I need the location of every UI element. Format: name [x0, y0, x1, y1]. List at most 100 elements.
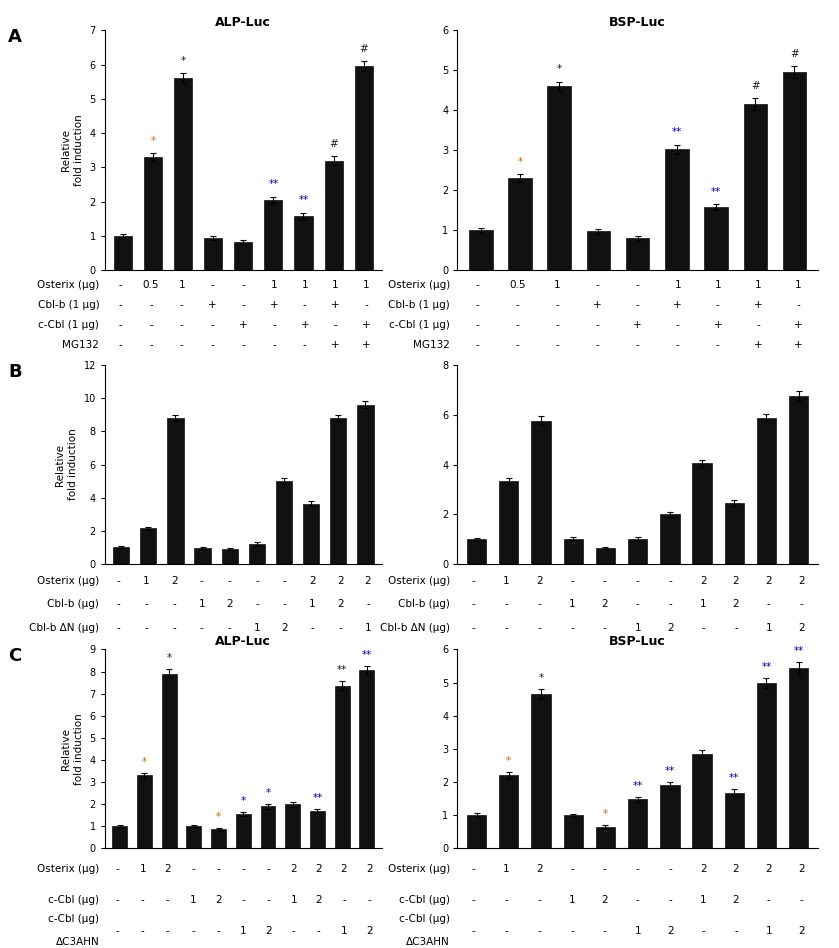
Text: -: -: [515, 340, 519, 351]
Text: **: **: [672, 127, 682, 137]
Text: 2: 2: [602, 895, 608, 904]
Text: 2: 2: [799, 864, 805, 874]
Text: 1: 1: [715, 280, 722, 290]
Text: -: -: [200, 623, 204, 633]
Text: -: -: [367, 895, 371, 904]
Text: 1: 1: [754, 280, 761, 290]
Text: -: -: [669, 599, 672, 610]
Bar: [564, 538, 583, 564]
Text: 2: 2: [732, 895, 739, 904]
Text: -: -: [515, 301, 519, 310]
Text: -: -: [242, 280, 245, 290]
Text: -: -: [476, 320, 479, 330]
Text: -: -: [366, 599, 370, 610]
Text: **: **: [337, 665, 347, 676]
Text: 1: 1: [634, 623, 641, 633]
Bar: [310, 811, 325, 848]
Bar: [628, 539, 648, 564]
Text: -: -: [596, 320, 599, 330]
Bar: [112, 827, 128, 848]
Text: 0.5: 0.5: [509, 280, 525, 290]
Text: -: -: [571, 575, 574, 586]
Text: MG132: MG132: [62, 340, 99, 351]
Text: +: +: [239, 320, 248, 330]
Text: -: -: [118, 340, 122, 351]
Text: 1: 1: [290, 895, 297, 904]
Text: -: -: [537, 895, 541, 904]
Text: 2: 2: [700, 575, 706, 586]
Text: 1: 1: [240, 925, 247, 936]
Text: *: *: [556, 64, 562, 74]
Text: 1: 1: [271, 280, 278, 290]
Text: ΔC3AHN: ΔC3AHN: [406, 937, 450, 947]
Y-axis label: Relative
fold induction: Relative fold induction: [55, 428, 78, 501]
Text: -: -: [200, 575, 204, 586]
Text: 1: 1: [332, 280, 339, 290]
Bar: [113, 548, 129, 564]
Text: -: -: [734, 925, 738, 936]
Bar: [137, 775, 152, 848]
Text: *: *: [506, 757, 511, 766]
Text: 2: 2: [282, 623, 288, 633]
Text: C: C: [8, 647, 22, 665]
Text: -: -: [555, 320, 560, 330]
Text: B: B: [8, 363, 22, 381]
Bar: [564, 815, 583, 848]
Text: -: -: [472, 599, 476, 610]
Text: -: -: [734, 623, 738, 633]
Text: +: +: [331, 340, 340, 351]
Text: +: +: [674, 301, 682, 310]
Bar: [186, 827, 201, 848]
Text: 1: 1: [143, 575, 149, 586]
Bar: [665, 150, 689, 270]
Text: Osterix (μg): Osterix (μg): [388, 280, 450, 290]
Text: +: +: [593, 301, 602, 310]
Text: -: -: [669, 575, 672, 586]
Text: 1: 1: [254, 623, 260, 633]
Text: *: *: [603, 810, 608, 819]
Text: -: -: [669, 864, 672, 874]
Bar: [757, 418, 776, 564]
Text: -: -: [317, 925, 320, 936]
Bar: [783, 72, 806, 270]
Text: -: -: [172, 623, 176, 633]
Bar: [692, 754, 711, 848]
Bar: [167, 418, 184, 564]
Text: c-Cbl (μg): c-Cbl (μg): [399, 915, 450, 924]
Text: -: -: [571, 623, 574, 633]
Text: +: +: [794, 340, 802, 351]
Text: -: -: [800, 895, 804, 904]
Text: -: -: [166, 895, 169, 904]
Text: -: -: [701, 623, 705, 633]
Text: **: **: [268, 179, 279, 190]
Text: *: *: [265, 788, 271, 798]
Bar: [175, 79, 192, 270]
Text: #: #: [751, 82, 759, 91]
Y-axis label: Relative
fold induction: Relative fold induction: [61, 713, 84, 785]
Text: 0.5: 0.5: [143, 280, 159, 290]
Text: -: -: [472, 864, 476, 874]
Text: -: -: [227, 623, 232, 633]
Text: -: -: [216, 864, 220, 874]
Text: 2: 2: [337, 599, 343, 610]
Text: 2: 2: [667, 623, 674, 633]
Text: -: -: [537, 599, 541, 610]
Text: -: -: [476, 280, 479, 290]
Text: -: -: [116, 925, 119, 936]
Text: -: -: [191, 864, 195, 874]
Text: 2: 2: [732, 864, 739, 874]
Text: **: **: [312, 793, 323, 803]
Bar: [248, 544, 265, 564]
Text: -: -: [571, 925, 574, 936]
Text: 2: 2: [366, 864, 373, 874]
Text: -: -: [571, 864, 574, 874]
Bar: [211, 829, 226, 848]
Bar: [499, 775, 519, 848]
Text: 1: 1: [675, 280, 681, 290]
Text: **: **: [299, 195, 309, 206]
Text: -: -: [180, 301, 184, 310]
Text: -: -: [303, 301, 307, 310]
Text: Osterix (μg): Osterix (μg): [388, 864, 450, 874]
Text: 1: 1: [569, 599, 576, 610]
Text: -: -: [283, 599, 287, 610]
